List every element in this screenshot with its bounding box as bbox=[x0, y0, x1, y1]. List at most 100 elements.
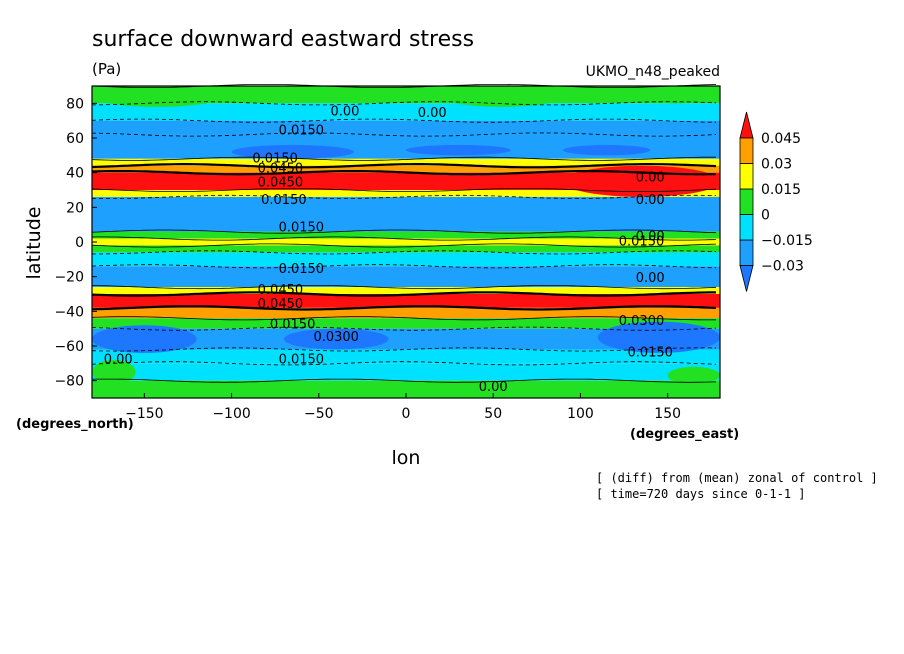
colorbar-arrow-bottom bbox=[739, 265, 754, 292]
contour-label-7: 0.0150 bbox=[279, 221, 325, 236]
zonal-band-4 bbox=[92, 158, 720, 166]
contour-label-10: 0.0450 bbox=[258, 297, 304, 312]
contour-line-19 bbox=[91, 347, 717, 352]
zonal-band-10 bbox=[92, 238, 720, 246]
y-tick-label-3: −20 bbox=[54, 270, 84, 286]
contour-line-12 bbox=[92, 250, 717, 255]
contour-label-1: 0.00 bbox=[418, 106, 447, 121]
contour-label-6: 0.0150 bbox=[261, 193, 307, 208]
contour-line-20 bbox=[91, 361, 717, 366]
x-tick-label-3: 0 bbox=[402, 406, 411, 422]
contour-label-11: 0.0150 bbox=[270, 318, 316, 333]
y-tick-label-5: 20 bbox=[66, 200, 84, 216]
contour-label-5: 0.0450 bbox=[258, 176, 304, 191]
regional-feature-1 bbox=[440, 86, 563, 107]
contour-line-17 bbox=[91, 316, 717, 321]
colorbar-segment-3 bbox=[739, 188, 754, 215]
contour-label-8: 0.0150 bbox=[279, 262, 325, 277]
contour-line-13 bbox=[91, 264, 717, 269]
filled-contours bbox=[92, 86, 721, 398]
x-tick-label-1: −100 bbox=[212, 406, 250, 422]
y-tick-label-4: 0 bbox=[75, 235, 84, 251]
colorbar-segment-5 bbox=[739, 137, 754, 164]
contour-line-5 bbox=[91, 163, 717, 169]
x-tick-label-5: 100 bbox=[567, 406, 594, 422]
annotation-line-1: [ (diff) from (mean) zonal of control ] bbox=[596, 471, 878, 485]
contour-line-14 bbox=[91, 285, 717, 290]
contour-plot-area: 0.00 0.000.01500.01500.04500.04500.01500.… bbox=[91, 84, 721, 399]
contour-label-16: 0.00 bbox=[636, 170, 665, 185]
zonal-band-14 bbox=[92, 287, 720, 294]
colorbar-label-0: −0.03 bbox=[761, 259, 804, 275]
zonal-band-7 bbox=[92, 190, 720, 197]
contour-line-21 bbox=[91, 378, 717, 383]
x-tick-label-6: 150 bbox=[654, 406, 681, 422]
contour-label-20: 0.00 bbox=[636, 271, 665, 286]
contour-label-22: 0.0150 bbox=[627, 345, 673, 360]
zonal-band-8 bbox=[92, 196, 720, 232]
zonal-band-11 bbox=[92, 245, 720, 253]
colorbar-label-2: 0 bbox=[761, 208, 770, 224]
contour-line-9 bbox=[91, 229, 717, 234]
contour-line-3 bbox=[91, 132, 717, 137]
zonal-band-16 bbox=[92, 307, 720, 319]
y-tick-label-0: −80 bbox=[54, 374, 84, 390]
contour-lines bbox=[91, 84, 717, 383]
contour-line-18 bbox=[91, 326, 717, 331]
x-tick-label-2: −50 bbox=[304, 406, 334, 422]
zonal-band-12 bbox=[92, 252, 720, 267]
contour-label-0: 0.00 bbox=[330, 104, 359, 119]
contour-label-21: 0.0300 bbox=[619, 314, 665, 329]
regional-feature-7 bbox=[92, 325, 197, 353]
chart-units: (Pa) bbox=[92, 60, 121, 78]
contour-line-1 bbox=[92, 101, 717, 106]
contour-line-11 bbox=[91, 243, 717, 248]
chart-title: surface downward eastward stress bbox=[92, 27, 474, 52]
x-units-label: (degrees_east) bbox=[630, 427, 739, 442]
colorbar: −0.03 −0.015 0 0.015 0.03 0.045 bbox=[739, 111, 813, 292]
y-tick-label-2: −40 bbox=[54, 304, 84, 320]
regional-feature-10 bbox=[92, 359, 136, 385]
x-axis-label: lon bbox=[392, 447, 421, 469]
contour-line-6 bbox=[91, 170, 716, 176]
contour-label-14: 0.00 bbox=[104, 352, 133, 367]
colorbar-segment-4 bbox=[739, 163, 754, 190]
contour-line-16 bbox=[91, 305, 717, 311]
colorbar-label-5: 0.045 bbox=[761, 131, 801, 147]
y-tick-label-6: 40 bbox=[66, 166, 84, 182]
colorbar-segment-2 bbox=[739, 214, 754, 241]
contour-line-4 bbox=[91, 156, 716, 161]
zonal-band-13 bbox=[92, 266, 720, 288]
regional-feature-5 bbox=[563, 144, 651, 156]
colorbar-arrow-top bbox=[739, 111, 754, 139]
contour-line-7 bbox=[91, 188, 717, 192]
regional-feature-3 bbox=[231, 144, 354, 159]
regional-feature-4 bbox=[406, 144, 511, 156]
contour-label-9: 0.0450 bbox=[258, 283, 304, 298]
contour-label-17: 0.00 bbox=[636, 193, 665, 208]
contour-line-10 bbox=[91, 236, 717, 241]
colorbar-label-3: 0.015 bbox=[761, 182, 801, 198]
regional-feature-11 bbox=[667, 366, 720, 385]
y-axis-ticks: −80 −60 −40 −20 0 20 40 60 80 bbox=[54, 96, 97, 390]
colorbar-segment-1 bbox=[739, 239, 754, 266]
contour-line-15 bbox=[91, 291, 716, 297]
annotation-line-2: [ time=720 days since 0-1-1 ] bbox=[596, 487, 806, 501]
zonal-band-15 bbox=[92, 294, 720, 308]
zonal-band-21 bbox=[92, 380, 720, 398]
contour-label-19: 0.0150 bbox=[619, 234, 665, 249]
regional-feature-2 bbox=[632, 86, 721, 104]
x-axis-ticks: −150 −100 −50 0 50 100 150 bbox=[125, 393, 681, 422]
contour-label-4: 0.0450 bbox=[258, 162, 304, 177]
model-label: UKMO_n48_peaked bbox=[586, 64, 720, 80]
zonal-band-20 bbox=[92, 363, 720, 381]
x-tick-label-4: 50 bbox=[484, 406, 502, 422]
contour-label-3: 0.0150 bbox=[252, 151, 298, 166]
colorbar-label-1: −0.015 bbox=[761, 233, 813, 249]
contour-labels: 0.00 0.000.01500.01500.04500.04500.01500.… bbox=[104, 104, 673, 395]
regional-feature-0 bbox=[92, 86, 223, 107]
zonal-band-1 bbox=[92, 103, 720, 121]
x-tick-label-0: −150 bbox=[125, 406, 163, 422]
regional-feature-8 bbox=[283, 328, 389, 350]
